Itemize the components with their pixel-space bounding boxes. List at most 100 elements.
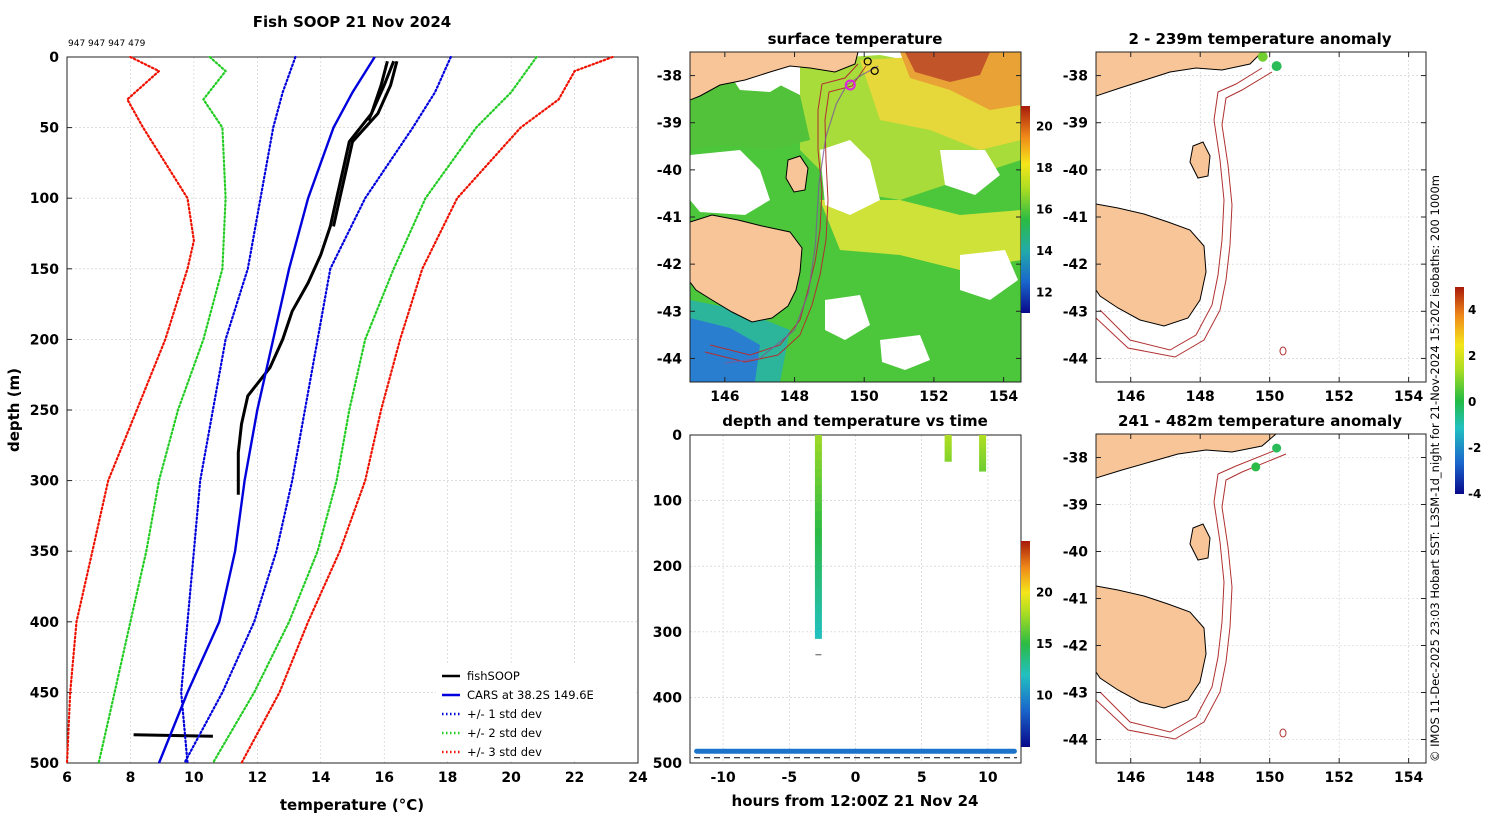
depth-time-cast-segment	[944, 442, 952, 445]
sst-cloud	[820, 140, 880, 215]
depth-time-cast-segment	[979, 466, 987, 469]
depth-time-cast-segment	[944, 445, 952, 448]
map-ytick-label: -44	[657, 351, 683, 367]
anomaly-colorbar-label: -4	[1468, 487, 1481, 501]
profile-subtitle: 947 947 947 479	[68, 39, 146, 49]
legend-label-std1: +/- 1 std dev	[467, 707, 542, 721]
depth-time-cast-segment	[814, 435, 822, 444]
depth-time-cast-segment	[979, 469, 987, 472]
map-ytick-label: -43	[1063, 304, 1088, 320]
depth-time-cast-segment	[944, 439, 952, 441]
map-ytick-label: -39	[657, 116, 682, 132]
map-xtick-label: 150	[850, 389, 879, 405]
map-ytick-label: -41	[1063, 592, 1088, 608]
profile-xtick-label: 6	[62, 770, 72, 786]
legend-label-std3: +/- 3 std dev	[467, 745, 542, 759]
depth-time-xtick-label: 0	[851, 770, 861, 786]
sst-ticks: -38 -39 -40 -41 -42 -43 -44 146 148 150 152 154	[657, 52, 1021, 405]
depth-time-cast-segment	[979, 445, 987, 448]
depth-time-cast-segment	[979, 438, 987, 441]
depth-time-ytick-label: 500	[653, 756, 682, 772]
profile-xtick-label: 22	[565, 770, 584, 786]
anomaly-colorbar-label: 0	[1468, 395, 1476, 409]
depth-time-cast-segment	[814, 629, 822, 639]
anomaly-deep-points	[1251, 443, 1282, 472]
profile-xtick-label: 18	[438, 770, 457, 786]
profile-title: Fish SOOP 21 Nov 2024	[253, 13, 451, 31]
anomaly-isobath	[1096, 71, 1273, 358]
map-ytick-label: -42	[1063, 257, 1088, 273]
profile-ytick-label: 350	[30, 544, 59, 560]
sst-cast-marker	[870, 66, 879, 75]
depth-time-cast-segment	[944, 440, 952, 443]
legend-label-cars: CARS at 38.2S 149.6E	[467, 688, 594, 702]
depth-time-xtick-label: -10	[710, 770, 736, 786]
profile-xlabel: temperature (°C)	[280, 796, 424, 814]
map-ytick-label: -42	[1063, 639, 1088, 655]
map-ytick-label: -42	[657, 257, 682, 273]
map-xtick-label: 150	[1255, 770, 1284, 786]
map-ytick-label: -41	[1063, 210, 1088, 226]
sst-colorbar-label: 20	[1036, 120, 1053, 134]
map-ytick-label: -43	[1063, 686, 1088, 702]
depth-time-cast-segment	[979, 463, 987, 466]
depth-time-cast-segment	[814, 460, 822, 470]
profile-ytick-label: 100	[30, 191, 59, 207]
profile-ytick-label: 50	[40, 121, 60, 137]
depth-time-cast-segment	[944, 436, 952, 438]
map-ytick-label: -40	[657, 163, 683, 179]
anomaly-land-tasmania	[1096, 585, 1207, 709]
depth-time-ytick-label: 100	[653, 494, 682, 510]
anomaly-shallow-ticks: -38 -39 -40 -41 -42 -43 -44 146 148 150 152 154	[1063, 52, 1426, 405]
profile-ytick-label: 400	[30, 615, 59, 631]
anomaly-land-mainland	[1096, 434, 1277, 479]
depth-time-ytick-label: 400	[653, 690, 682, 706]
anomaly-land-tasmania	[1096, 203, 1207, 327]
depth-time-cast-segment	[944, 450, 952, 452]
depth-time-cast-segment	[979, 451, 987, 454]
legend-box	[436, 664, 636, 759]
series-std3-line	[240, 55, 614, 765]
depth-time-colorbar-label: 15	[1036, 637, 1053, 651]
depth-time-xtick-label: 10	[978, 770, 998, 786]
depth-time-cast-segment	[814, 485, 822, 495]
depth-time-cast-segment	[979, 459, 987, 462]
anomaly-seamount-isobath	[1279, 728, 1287, 738]
depth-time-cast-segment	[979, 444, 987, 447]
depth-time-cast-segment	[814, 604, 822, 614]
depth-time-xlabel: hours from 12:00Z 21 Nov 24	[732, 792, 979, 810]
anomaly-deep-ticks: -38 -39 -40 -41 -42 -43 -44 146 148 150 152 154	[1063, 434, 1426, 786]
series-profile-line	[236, 60, 389, 495]
series-profile-line	[332, 60, 399, 227]
map-ytick-label: -38	[1063, 451, 1088, 467]
anomaly-deep-panel: 241 - 482m temperature anomaly -38 -39 -40…	[1063, 412, 1427, 786]
sst-track-line	[724, 65, 879, 364]
sst-colorbar-ticks: 12 14 16 18 20	[1036, 120, 1053, 300]
depth-time-cast-segment	[944, 449, 952, 451]
map-xtick-label: 152	[919, 389, 948, 405]
map-ytick-label: -43	[657, 304, 682, 320]
depth-time-cast-segment	[814, 511, 822, 521]
depth-time-cast-segment	[814, 595, 822, 605]
depth-time-xtick-label: -5	[782, 770, 798, 786]
depth-time-cast-segment	[979, 465, 987, 468]
sst-colorbar-label: 16	[1036, 203, 1053, 217]
series-std3-line	[65, 55, 196, 765]
depth-time-cast-segment	[814, 528, 822, 538]
anomaly-seamount-isobath	[1279, 346, 1287, 356]
sst-field-green-west	[690, 75, 810, 150]
map-ytick-label: -38	[657, 69, 682, 85]
sst-land-tasmania	[690, 214, 803, 323]
profile-ytick-label: 300	[30, 474, 59, 490]
series-cars-line	[157, 56, 376, 764]
depth-time-cast-segment	[944, 460, 952, 462]
depth-time-cast-segment	[944, 437, 952, 439]
map-xtick-label: 148	[1186, 389, 1215, 405]
depth-time-cast-segment	[979, 441, 987, 444]
profile-xtick-label: 20	[501, 770, 521, 786]
profile-series	[65, 55, 614, 765]
map-ytick-label: -41	[657, 210, 682, 226]
sst-colorbar-label: 18	[1036, 161, 1053, 175]
depth-time-ytick-label: 0	[672, 428, 682, 444]
anomaly-land-island	[1189, 141, 1211, 179]
